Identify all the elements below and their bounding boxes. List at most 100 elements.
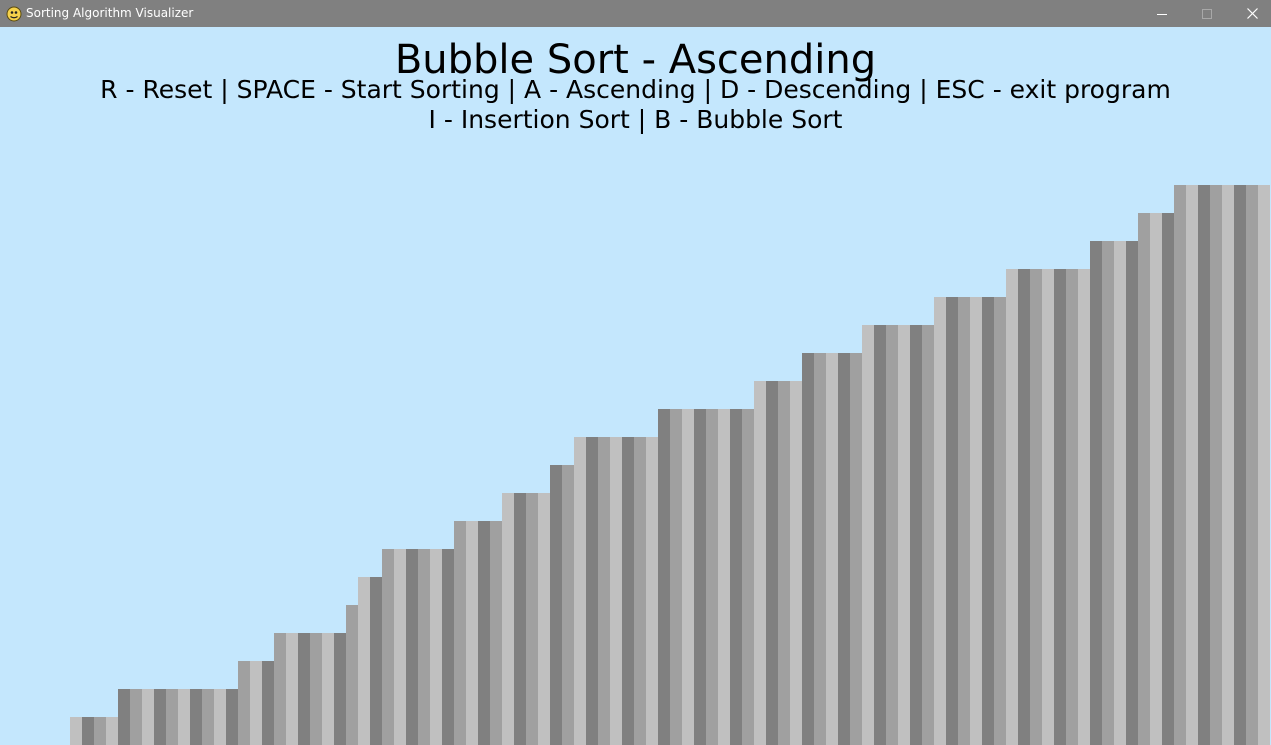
sort-bar (766, 381, 778, 745)
sort-bar (502, 493, 514, 745)
sort-bar (238, 661, 250, 745)
minimize-button[interactable] (1139, 0, 1185, 27)
sort-bar (382, 549, 394, 745)
sort-bar (538, 493, 550, 745)
sort-bar (1030, 269, 1042, 745)
sort-bar (514, 493, 526, 745)
sort-bar (154, 689, 166, 745)
sort-bar (994, 297, 1006, 745)
sort-bar (838, 353, 850, 745)
sort-bar (850, 353, 862, 745)
sort-bar (1210, 185, 1222, 745)
close-button[interactable] (1229, 0, 1271, 27)
sort-bar (694, 409, 706, 745)
sort-bar (802, 353, 814, 745)
sort-bar (1042, 269, 1054, 745)
sort-bar (358, 577, 370, 745)
sort-bar (910, 325, 922, 745)
sort-bar (1078, 269, 1090, 745)
window-title: Sorting Algorithm Visualizer (26, 6, 194, 20)
sort-bar (178, 689, 190, 745)
sort-bar (826, 353, 838, 745)
sort-bar (742, 409, 754, 745)
sort-bar (970, 297, 982, 745)
controls-help-line-2: I - Insertion Sort | B - Bubble Sort (428, 105, 843, 134)
sort-bar (1054, 269, 1066, 745)
sort-bar (670, 409, 682, 745)
sort-bar (706, 409, 718, 745)
sort-bar (886, 325, 898, 745)
sort-bar (778, 381, 790, 745)
sort-bar (322, 633, 334, 745)
sort-bar (958, 297, 970, 745)
sort-bar (334, 633, 346, 745)
sort-bar (310, 633, 322, 745)
sort-bar (646, 437, 658, 745)
sort-bar (610, 437, 622, 745)
sort-bar (1186, 185, 1198, 745)
sort-bar (574, 437, 586, 745)
app-icon (6, 6, 22, 22)
sort-bar (106, 717, 118, 745)
sort-bar (814, 353, 826, 745)
sort-bar (1018, 269, 1030, 745)
sort-bar (202, 689, 214, 745)
sort-bar (142, 689, 154, 745)
minimize-icon (1157, 13, 1167, 15)
maximize-button[interactable] (1184, 0, 1230, 27)
close-icon (1246, 8, 1258, 19)
sort-bar (490, 521, 502, 745)
sort-bar (946, 297, 958, 745)
sort-bar (550, 465, 562, 745)
sort-bar (790, 381, 802, 745)
sort-bar (190, 689, 202, 745)
sort-bar (406, 549, 418, 745)
sort-bar (1006, 269, 1018, 745)
sort-bar (430, 549, 442, 745)
sort-bar (478, 521, 490, 745)
sort-bar (1198, 185, 1210, 745)
sort-bar (730, 409, 742, 745)
sort-bar (898, 325, 910, 745)
sort-bar (862, 325, 874, 745)
title-bar[interactable]: Sorting Algorithm Visualizer (0, 0, 1271, 27)
sort-bar (250, 661, 262, 745)
sort-bar (562, 465, 574, 745)
sort-bar (226, 689, 238, 745)
sort-bar (1162, 213, 1174, 745)
sort-bar (94, 717, 106, 745)
sort-bar (1114, 241, 1126, 745)
sort-bar (682, 409, 694, 745)
sort-bar (214, 689, 226, 745)
sort-bar (1090, 241, 1102, 745)
maximize-icon (1202, 8, 1212, 19)
sort-bar (526, 493, 538, 745)
sort-bar (598, 437, 610, 745)
sort-bar (754, 381, 766, 745)
sort-bar (1138, 213, 1150, 745)
sort-bar (286, 633, 298, 745)
sort-bar (718, 409, 730, 745)
sort-bar (634, 437, 646, 745)
sort-bar (274, 633, 286, 745)
visualizer-canvas[interactable]: Bubble Sort - Ascending R - Reset | SPAC… (0, 27, 1271, 745)
sort-bar (370, 577, 382, 745)
sort-bar (130, 689, 142, 745)
sort-bar (658, 409, 670, 745)
sort-bar (466, 521, 478, 745)
sort-bar (1066, 269, 1078, 745)
sort-bar (934, 297, 946, 745)
sort-bar (1150, 213, 1162, 745)
sort-bar (298, 633, 310, 745)
sort-bar (418, 549, 430, 745)
controls-help-line-1: R - Reset | SPACE - Start Sorting | A - … (100, 75, 1171, 104)
sort-bar (1234, 185, 1246, 745)
sort-bar (454, 521, 466, 745)
sort-bar (1222, 185, 1234, 745)
sort-bar (1126, 241, 1138, 745)
sort-bar (346, 605, 358, 745)
sort-bar (166, 689, 178, 745)
sort-bar (586, 437, 598, 745)
sort-bar (1258, 185, 1270, 745)
